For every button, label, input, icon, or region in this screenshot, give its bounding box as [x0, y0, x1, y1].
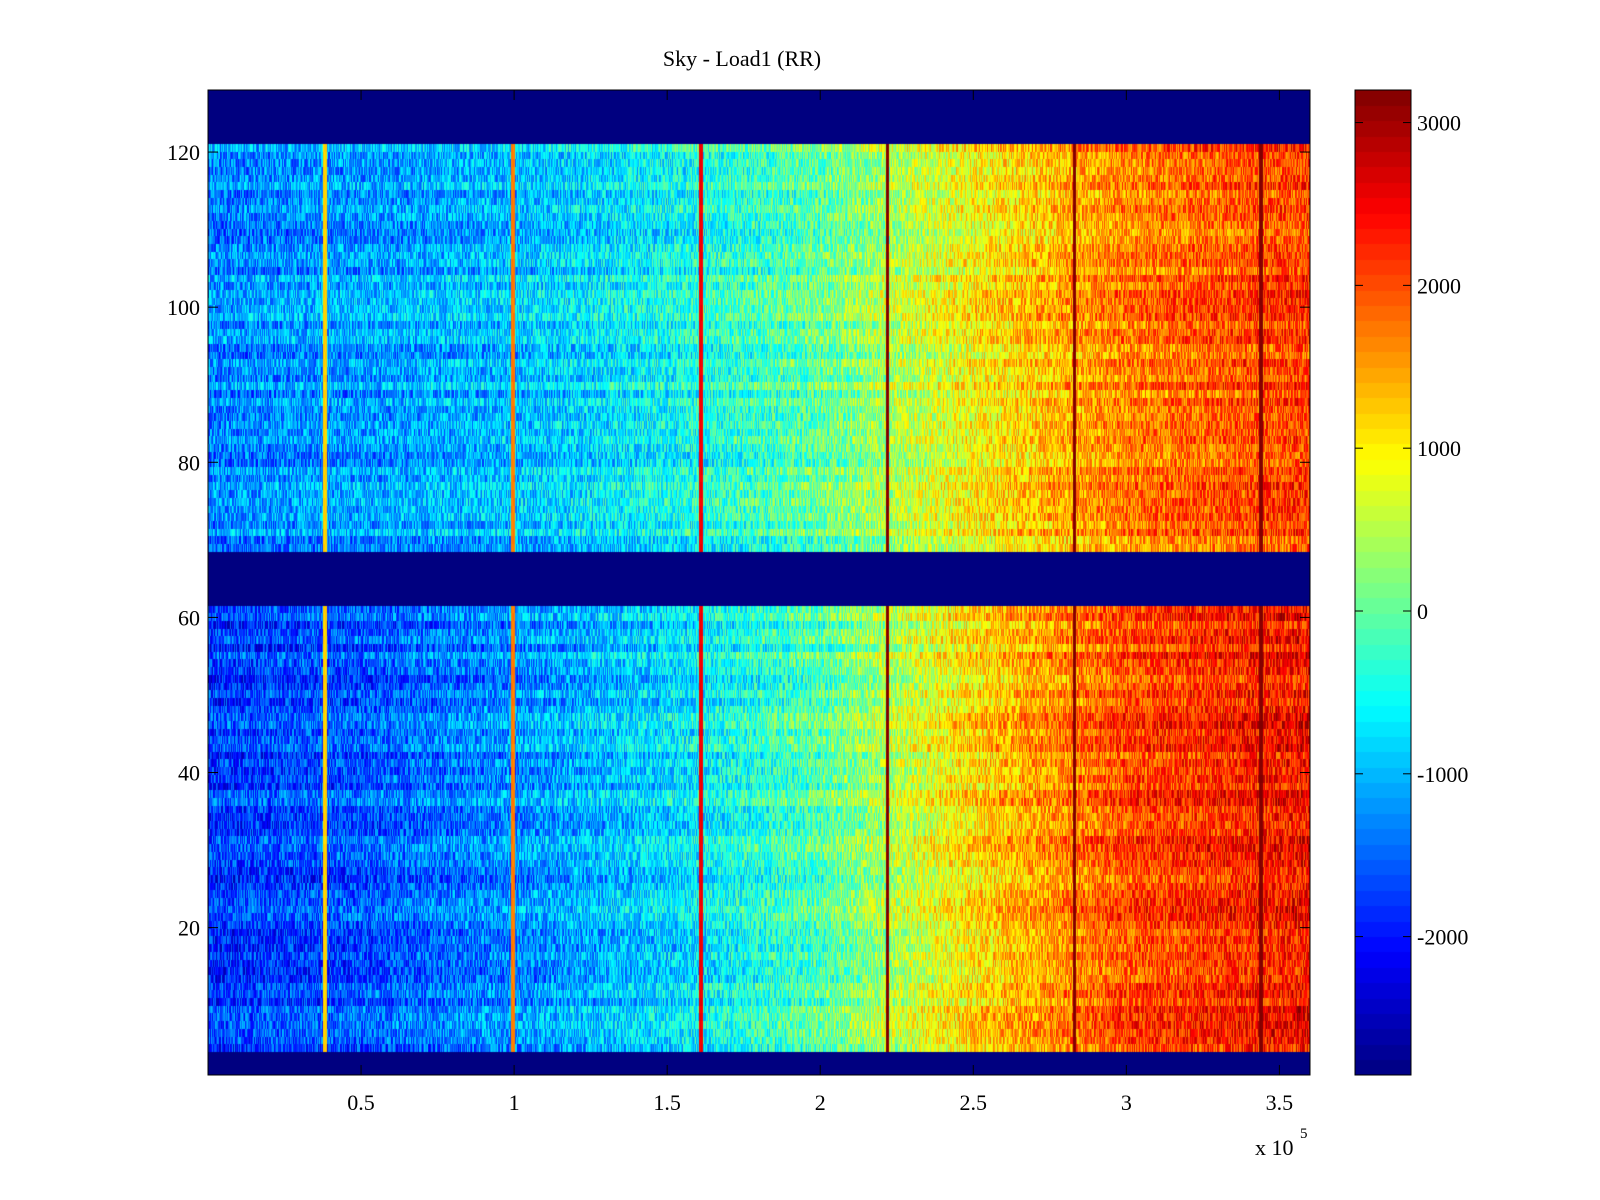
- x-tick-label: 3: [1121, 1090, 1132, 1115]
- x-tick-label: 2: [815, 1090, 826, 1115]
- x-axis: 0.5 1 1.5 2 2.5 3 3.5: [347, 90, 1293, 1115]
- heatmap-image: [208, 90, 1310, 1075]
- colorbar-tick-label: -2000: [1417, 925, 1468, 950]
- colorbar-ticks: 3000 2000 1000 0 -1000 -2000: [1354, 89, 1468, 1076]
- heatmap-plot-area: [208, 90, 1310, 1075]
- y-axis: 20 40 60 80 100 120: [167, 140, 1310, 941]
- x-exponent-power: 5: [1300, 1126, 1308, 1142]
- chart-title: Sky - Load1 (RR): [663, 46, 821, 71]
- y-tick-label: 120: [167, 140, 200, 165]
- plot-axes: [207, 89, 1311, 1076]
- colorbar-tick-label: 3000: [1417, 111, 1461, 136]
- plot-frame: [207, 89, 1311, 1076]
- x-tick-label: 0.5: [347, 1090, 375, 1115]
- y-tick-label: 100: [167, 295, 200, 320]
- x-tick-label: 1.5: [653, 1090, 681, 1115]
- y-tick-label: 20: [178, 916, 200, 941]
- y-tick-label: 80: [178, 450, 200, 475]
- colorbar-tick-label: 1000: [1417, 436, 1461, 461]
- colorbar-tick-label: 0: [1417, 599, 1428, 624]
- x-tick-label: 1: [509, 1090, 520, 1115]
- colorbar-tick-label: -1000: [1417, 762, 1468, 787]
- x-axis-exponent: x 10 5: [1255, 1126, 1308, 1160]
- x-exponent-base: x 10: [1255, 1135, 1294, 1160]
- colorbar-tick-label: 2000: [1417, 273, 1461, 298]
- x-tick-label: 3.5: [1266, 1090, 1294, 1115]
- y-tick-label: 40: [178, 761, 200, 786]
- x-tick-label: 2.5: [960, 1090, 988, 1115]
- y-tick-label: 60: [178, 605, 200, 630]
- colorbar: 3000 2000 1000 0 -1000 -2000: [1354, 89, 1468, 1076]
- colorbar-gradient: [1355, 90, 1411, 1075]
- colorbar-frame: [1354, 89, 1412, 1076]
